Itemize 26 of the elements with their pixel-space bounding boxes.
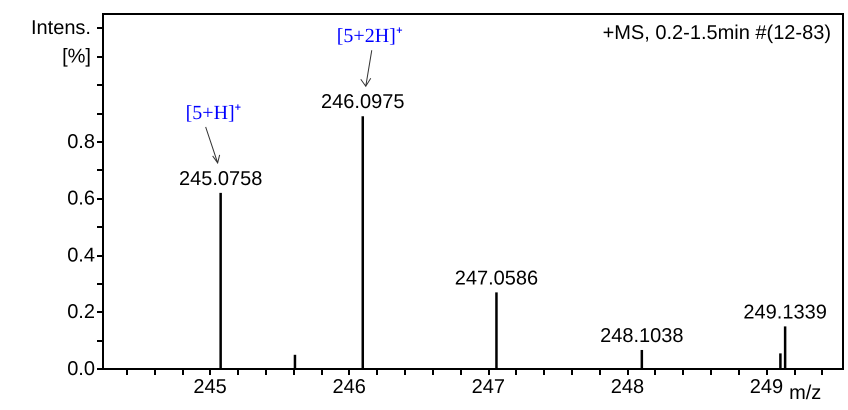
bar <box>495 292 498 369</box>
x-tick-label: 248 <box>610 376 644 398</box>
y-tick-label: 0.6 <box>67 188 95 210</box>
chart-title: +MS, 0.2-1.5min #(12-83) <box>602 22 831 44</box>
x-tick-label: 245 <box>193 376 227 398</box>
annotation: 247.0586 <box>454 267 538 290</box>
y-tick-label: 0.0 <box>67 358 95 380</box>
annotation: [5+H]⁺ <box>186 102 242 124</box>
bar <box>640 350 644 369</box>
annotation: 245.0758 <box>178 168 262 190</box>
y-tick-label: 0.2 <box>67 301 95 324</box>
bar <box>784 326 786 369</box>
annotation: [5+2H]⁺ <box>336 25 403 48</box>
x-tick-label: 249 <box>750 376 784 398</box>
bar <box>779 353 782 369</box>
annotation: 249.1339 <box>743 301 827 324</box>
x-tick-label: 247 <box>472 376 505 398</box>
x-axis-title: m/z <box>789 382 822 404</box>
y-tick-label: 0.8 <box>67 130 95 153</box>
x-tick-label: 246 <box>332 376 366 398</box>
y-axis-title: Intens. [%] <box>30 17 91 68</box>
annotation: 248.1038 <box>600 324 684 347</box>
y-tick-label: 0.4 <box>67 244 95 266</box>
bar <box>362 116 364 369</box>
annotation: 246.0975 <box>321 91 404 114</box>
bar <box>219 192 222 369</box>
